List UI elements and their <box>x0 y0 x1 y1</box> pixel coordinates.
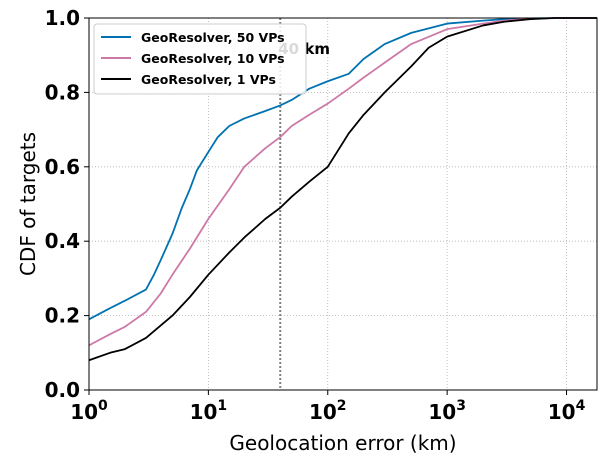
x-tick-label: 100 <box>70 398 108 424</box>
y-axis-label: CDF of targets <box>16 132 40 276</box>
x-tick-exponent: 1 <box>217 398 227 414</box>
legend-box <box>93 23 307 95</box>
x-tick-exponent: 3 <box>456 398 466 414</box>
series-line <box>88 17 597 321</box>
series-layer <box>88 17 597 362</box>
y-tick-label: 1.0 <box>45 6 80 30</box>
x-tick-label: 102 <box>309 398 347 424</box>
legend: GeoResolver, 50 VPs GeoResolver, 10 VPs Ge… <box>93 23 307 95</box>
y-tick-label: 0.8 <box>45 80 80 104</box>
x-tick-label: 104 <box>548 398 586 424</box>
legend-label: GeoResolver, 50 VPs <box>141 30 285 45</box>
x-tick-label: 101 <box>190 398 228 424</box>
y-tick-label: 0.4 <box>45 229 80 253</box>
x-axis-label: Geolocation error (km) <box>229 431 456 455</box>
y-tick-label: 0.6 <box>45 155 80 179</box>
x-tick-base: 10 <box>428 400 456 424</box>
y-tick-label: 0.0 <box>45 378 80 402</box>
series-line <box>88 17 597 362</box>
y-tick-label: 0.2 <box>45 304 80 328</box>
legend-label: GeoResolver, 1 VPs <box>141 72 276 87</box>
series-line <box>88 17 597 347</box>
plot-frame <box>88 17 598 391</box>
x-tick-base: 10 <box>190 400 218 424</box>
x-tick-exponent: 0 <box>98 398 108 414</box>
x-tick-label: 103 <box>428 398 466 424</box>
legend-label: GeoResolver, 10 VPs <box>141 51 285 66</box>
x-tick-base: 10 <box>548 400 576 424</box>
x-tick-base: 10 <box>309 400 337 424</box>
x-tick-base: 10 <box>70 400 98 424</box>
x-tick-exponent: 4 <box>576 398 586 414</box>
x-tick-exponent: 2 <box>337 398 347 414</box>
